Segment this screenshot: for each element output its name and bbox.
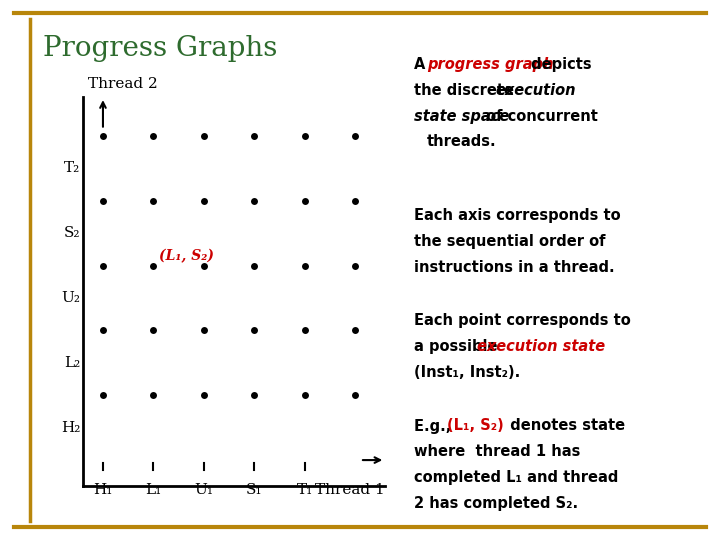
Text: VU: VU — [634, 488, 669, 508]
Text: Progress Graphs: Progress Graphs — [43, 35, 278, 62]
Text: Thread 2: Thread 2 — [88, 77, 158, 91]
Text: U₂: U₂ — [61, 291, 81, 305]
Text: depicts: depicts — [526, 57, 592, 72]
Text: T₂: T₂ — [64, 161, 81, 176]
Text: where  thread 1 has: where thread 1 has — [414, 444, 580, 460]
Text: L₁: L₁ — [145, 483, 161, 497]
Text: threads.: threads. — [427, 134, 497, 150]
Text: denotes state: denotes state — [500, 418, 625, 434]
Text: of concurrent: of concurrent — [481, 109, 598, 124]
Text: Thread 1: Thread 1 — [315, 483, 385, 497]
Text: a possible: a possible — [414, 339, 503, 354]
Text: U₁: U₁ — [194, 483, 213, 497]
Text: S₂: S₂ — [64, 226, 81, 240]
Text: state space: state space — [414, 109, 509, 124]
Text: the sequential order of: the sequential order of — [414, 234, 606, 249]
Text: L₂: L₂ — [64, 356, 81, 370]
Text: progress graph: progress graph — [427, 57, 554, 72]
Text: execution state: execution state — [477, 339, 606, 354]
Text: Each axis corresponds to: Each axis corresponds to — [414, 208, 621, 223]
Text: 2 has completed S₂.: 2 has completed S₂. — [414, 496, 578, 511]
Text: A: A — [414, 57, 431, 72]
Text: S₁: S₁ — [246, 483, 262, 497]
Text: Virtual University: Virtual University — [630, 517, 673, 522]
Text: E.g.,: E.g., — [414, 418, 456, 434]
Text: T₁: T₁ — [297, 483, 312, 497]
Text: execution: execution — [495, 83, 576, 98]
Text: (L₁, S₂): (L₁, S₂) — [447, 418, 504, 434]
Text: (Inst₁, Inst₂).: (Inst₁, Inst₂). — [414, 365, 521, 380]
Text: instructions in a thread.: instructions in a thread. — [414, 260, 615, 275]
Text: H₁: H₁ — [94, 483, 112, 497]
Text: H₂: H₂ — [61, 421, 81, 435]
Text: (L₁, S₂): (L₁, S₂) — [159, 249, 215, 264]
Text: the discrete: the discrete — [414, 83, 519, 98]
Text: completed L₁ and thread: completed L₁ and thread — [414, 470, 618, 485]
Text: Each point corresponds to: Each point corresponds to — [414, 313, 631, 328]
